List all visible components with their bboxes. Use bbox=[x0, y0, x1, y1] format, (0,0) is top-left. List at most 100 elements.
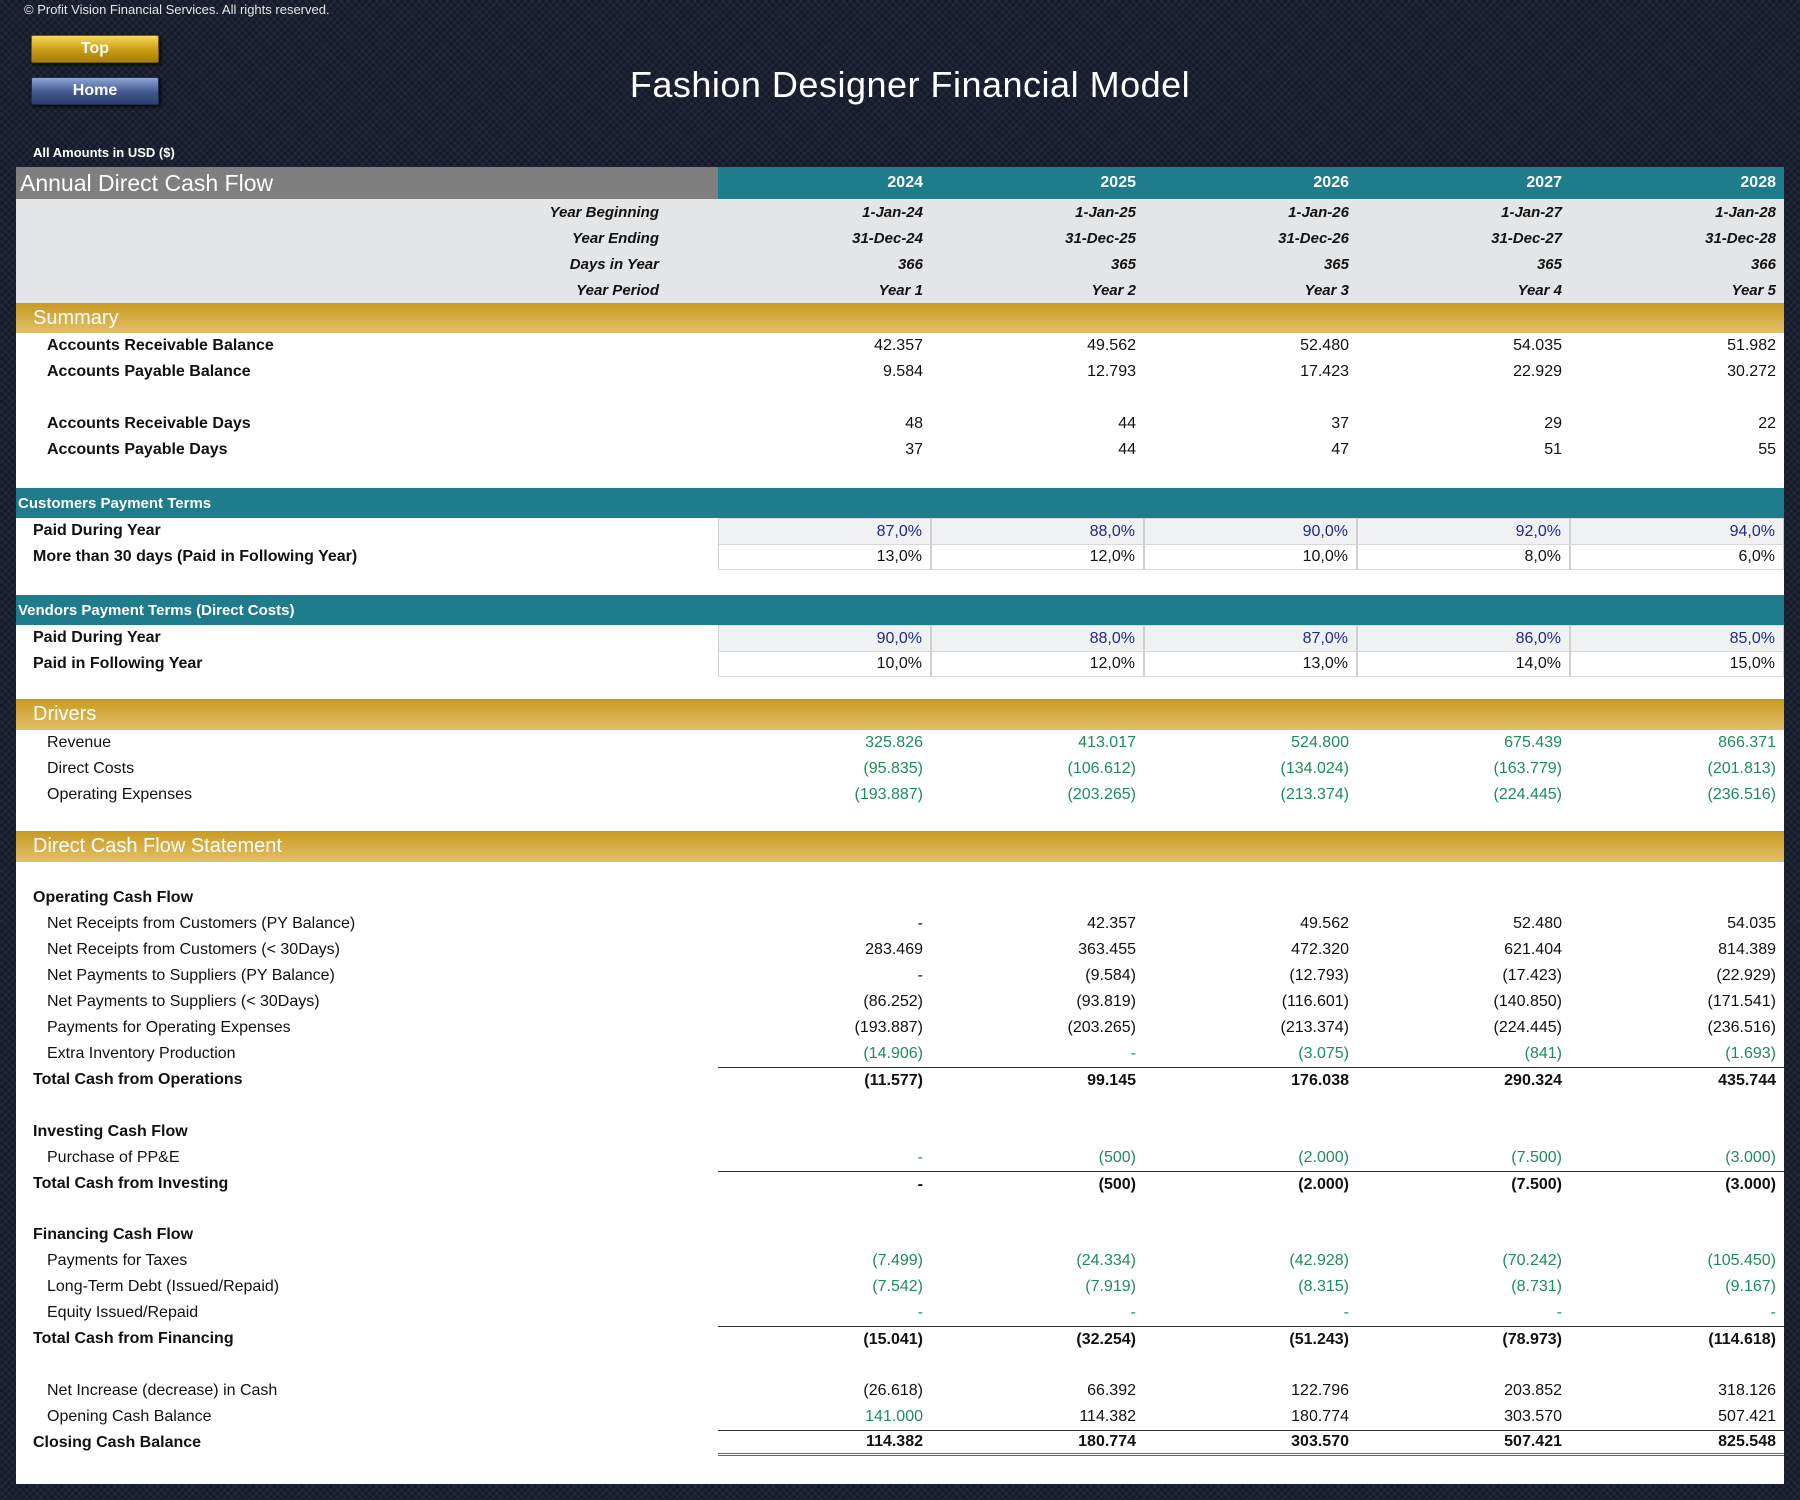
row-value: (3.000) bbox=[1725, 1149, 1776, 1166]
period-row: Year Beginning 1-Jan-24 1-Jan-25 1-Jan-2… bbox=[16, 199, 1784, 225]
total-value: (15.041) bbox=[718, 1326, 931, 1352]
row-value: (3.075) bbox=[1298, 1045, 1349, 1062]
input-cell[interactable]: 88,0% bbox=[931, 625, 1144, 651]
period-value: 31-Dec-27 bbox=[1491, 229, 1562, 247]
row-value: 675.439 bbox=[1504, 734, 1562, 751]
row-value: (224.445) bbox=[1493, 1019, 1563, 1036]
total-value: 507.421 bbox=[1357, 1430, 1570, 1456]
vendors-terms-header: Vendors Payment Terms (Direct Costs) bbox=[16, 595, 1784, 625]
year-header: 2024 bbox=[887, 174, 923, 191]
section-title: Drivers bbox=[33, 703, 97, 725]
row-value: 141.000 bbox=[865, 1408, 923, 1425]
row-label: More than 30 days (Paid in Following Yea… bbox=[33, 548, 358, 565]
row-value: 866.371 bbox=[1718, 734, 1776, 751]
row-label: Long-Term Debt (Issued/Repaid) bbox=[47, 1278, 280, 1295]
home-button[interactable]: Home bbox=[31, 77, 159, 105]
row-value: 9.584 bbox=[882, 363, 923, 380]
period-value: 31-Dec-25 bbox=[1065, 229, 1136, 247]
terms-row: Paid During Year 90,0% 88,0% 87,0% 86,0%… bbox=[16, 625, 1784, 651]
row-value: (236.516) bbox=[1707, 1019, 1777, 1036]
period-value: 1-Jan-28 bbox=[1715, 203, 1776, 221]
summary-row: Accounts Payable Days 37 44 47 51 55 bbox=[16, 437, 1784, 463]
row-value: 54.035 bbox=[1513, 337, 1562, 354]
row-value: 203.852 bbox=[1504, 1382, 1562, 1399]
row-value: 22.929 bbox=[1513, 363, 1562, 380]
summary-row: Accounts Payable Balance 9.584 12.793 17… bbox=[16, 359, 1784, 385]
input-cell[interactable]: 87,0% bbox=[1144, 625, 1357, 651]
row-value: 524.800 bbox=[1291, 734, 1349, 751]
driver-row: Revenue 325.826 413.017 524.800 675.439 … bbox=[16, 730, 1784, 756]
period-label: Year Beginning bbox=[549, 203, 659, 221]
row-value: 47 bbox=[1331, 441, 1349, 458]
cash-flow-row: Net Payments to Suppliers (< 30Days) (86… bbox=[16, 989, 1784, 1015]
row-value: (14.906) bbox=[863, 1045, 923, 1062]
row-label: Paid During Year bbox=[33, 522, 161, 539]
sheet-header: Annual Direct Cash Flow 2024 2025 2026 2… bbox=[16, 167, 1784, 199]
period-row: Year Ending 31-Dec-24 31-Dec-25 31-Dec-2… bbox=[16, 225, 1784, 251]
row-value: 6,0% bbox=[1570, 544, 1784, 570]
top-button[interactable]: Top bbox=[31, 35, 159, 63]
total-row: Total Cash from Financing (15.041) (32.2… bbox=[16, 1326, 1784, 1352]
input-cell[interactable]: 90,0% bbox=[1144, 518, 1357, 544]
cash-flow-row: Opening Cash Balance 141.000 114.382 180… bbox=[16, 1404, 1784, 1430]
total-value: (7.500) bbox=[1357, 1171, 1570, 1197]
row-value: (841) bbox=[1524, 1045, 1562, 1062]
total-value: (2.000) bbox=[1144, 1171, 1357, 1197]
total-value: 180.774 bbox=[931, 1430, 1144, 1456]
row-value: 122.796 bbox=[1291, 1382, 1349, 1399]
year-header: 2026 bbox=[1313, 174, 1349, 191]
period-value: 365 bbox=[1536, 255, 1562, 273]
row-value: 472.320 bbox=[1291, 941, 1349, 958]
row-value: (224.445) bbox=[1493, 786, 1563, 803]
row-value: - bbox=[1770, 1304, 1776, 1321]
drivers-section-header: Drivers bbox=[16, 699, 1784, 730]
row-label: Total Cash from Investing bbox=[33, 1175, 229, 1192]
total-value: 303.570 bbox=[1144, 1430, 1357, 1456]
input-cell[interactable]: 85,0% bbox=[1570, 625, 1784, 651]
row-value: 507.421 bbox=[1718, 1408, 1776, 1425]
input-cell[interactable]: 87,0% bbox=[718, 518, 931, 544]
driver-row: Operating Expenses (193.887) (203.265) (… bbox=[16, 782, 1784, 808]
period-value: Year 4 bbox=[1517, 281, 1562, 299]
subsection-heading: Investing Cash Flow bbox=[16, 1119, 1784, 1145]
period-row: Days in Year 366 365 365 365 366 bbox=[16, 251, 1784, 277]
period-value: 31-Dec-26 bbox=[1278, 229, 1349, 247]
row-value: (2.000) bbox=[1298, 1149, 1349, 1166]
row-value: 10,0% bbox=[1144, 544, 1357, 570]
row-value: - bbox=[1343, 1304, 1349, 1321]
row-value: 51 bbox=[1544, 441, 1562, 458]
row-value: - bbox=[1130, 1304, 1136, 1321]
period-value: Year 5 bbox=[1731, 281, 1776, 299]
row-label: Accounts Receivable Days bbox=[47, 415, 251, 432]
row-value: (8.731) bbox=[1511, 1278, 1562, 1295]
terms-row: Paid During Year 87,0% 88,0% 90,0% 92,0%… bbox=[16, 518, 1784, 544]
section-title: Vendors Payment Terms (Direct Costs) bbox=[18, 601, 295, 619]
row-value: 54.035 bbox=[1727, 915, 1776, 932]
row-value: (86.252) bbox=[863, 993, 923, 1010]
row-value: 30.272 bbox=[1727, 363, 1776, 380]
row-value: (193.887) bbox=[854, 786, 924, 803]
row-value: 13,0% bbox=[718, 544, 931, 570]
row-value: (9.584) bbox=[1085, 967, 1136, 984]
input-cell[interactable]: 92,0% bbox=[1357, 518, 1570, 544]
section-title: Customers Payment Terms bbox=[18, 494, 212, 512]
row-value: 49.562 bbox=[1087, 337, 1136, 354]
row-label: Extra Inventory Production bbox=[47, 1045, 236, 1062]
cash-flow-row: Net Increase (decrease) in Cash (26.618)… bbox=[16, 1378, 1784, 1404]
row-value: (9.167) bbox=[1725, 1278, 1776, 1295]
input-cell[interactable]: 86,0% bbox=[1357, 625, 1570, 651]
input-cell[interactable]: 90,0% bbox=[718, 625, 931, 651]
row-value: 17.423 bbox=[1300, 363, 1349, 380]
row-value: (7.500) bbox=[1511, 1149, 1562, 1166]
row-label: Paid in Following Year bbox=[33, 655, 203, 672]
input-cell[interactable]: 94,0% bbox=[1570, 518, 1784, 544]
input-cell[interactable]: 88,0% bbox=[931, 518, 1144, 544]
row-value: (26.618) bbox=[863, 1382, 923, 1399]
row-value: (7.919) bbox=[1085, 1278, 1136, 1295]
row-value: 42.357 bbox=[874, 337, 923, 354]
total-value: (11.577) bbox=[718, 1067, 931, 1093]
row-label: Accounts Receivable Balance bbox=[47, 337, 274, 354]
section-title: Summary bbox=[33, 306, 119, 329]
row-value: 325.826 bbox=[865, 734, 923, 751]
amounts-note: All Amounts in USD ($) bbox=[33, 145, 175, 160]
